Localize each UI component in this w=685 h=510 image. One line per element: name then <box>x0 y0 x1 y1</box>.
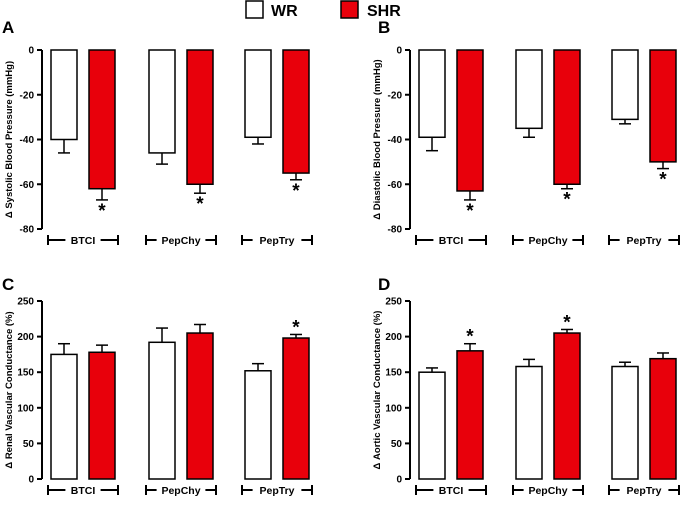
bar-shr-btci <box>456 350 484 480</box>
panel-b-diastolic-chart: Δ Diastolic Blood Pressure (mmHg) 0 -20 -40… <box>372 46 680 247</box>
bar-shr-pepchy <box>186 332 214 480</box>
significance-marker: * <box>292 181 300 202</box>
category-label-peptry: PepTry <box>259 485 294 497</box>
y-tick-label: -80 <box>20 225 35 236</box>
significance-marker: * <box>466 327 474 348</box>
category-label-background <box>252 484 302 496</box>
y-tick-label: 0 <box>28 475 34 486</box>
significance-marker: * <box>563 190 571 211</box>
bar-wr-peptry <box>244 370 272 480</box>
category-label-pepchy: PepChy <box>528 485 567 497</box>
y-tick-label: -40 <box>20 135 35 146</box>
category-label-background <box>619 234 669 246</box>
y-axis-label: Δ Aortic Vascular Conductance (%) <box>372 311 383 470</box>
bar-wr-peptry <box>611 365 639 480</box>
category-label-background <box>523 234 573 246</box>
y-axis-label: Δ Diastolic Blood Pressure (mmHg) <box>372 59 383 219</box>
legend-label-wr: WR <box>271 3 298 20</box>
y-tick-label: 0 <box>28 46 34 57</box>
bar-shr-btci <box>88 351 116 480</box>
bar-wr-btci <box>418 371 446 480</box>
bar-shr-btci <box>456 49 484 192</box>
bar-shr-pepchy <box>553 49 581 185</box>
bar-shr-peptry <box>649 357 677 480</box>
bar-wr-btci <box>418 49 446 139</box>
bar-wr-btci <box>50 353 78 480</box>
y-tick-label: 200 <box>385 332 402 343</box>
panel-d-aortic-chart: Δ Aortic Vascular Conductance (%) 0 50 100 1… <box>372 297 680 497</box>
bar-wr-pepchy <box>148 341 176 480</box>
y-tick-label: 100 <box>385 403 402 414</box>
y-tick-label: 50 <box>391 439 403 450</box>
y-tick-label: 250 <box>385 297 402 308</box>
significance-marker: * <box>292 317 300 338</box>
bar-wr-pepchy <box>515 49 543 130</box>
y-axis-label: Δ Systolic Blood Pressure (mmHg) <box>4 61 15 218</box>
category-label-peptry: PepTry <box>626 235 661 247</box>
significance-marker: * <box>563 312 571 333</box>
category-label-background <box>433 234 469 246</box>
legend-swatch-shr <box>340 0 359 19</box>
y-tick-label: 150 <box>17 368 34 379</box>
bar-wr-pepchy <box>515 365 543 480</box>
legend: WR SHR <box>245 0 401 20</box>
y-tick-label: 200 <box>17 332 34 343</box>
y-axis-label: Δ Renal Vascular Conductance (%) <box>4 311 15 468</box>
panel-letter-c: C <box>2 275 14 294</box>
category-label-background <box>433 484 469 496</box>
category-label-background <box>65 234 101 246</box>
bar-shr-pepchy <box>553 332 581 480</box>
bar-wr-peptry <box>611 49 639 121</box>
y-tick-label: -40 <box>388 135 403 146</box>
bar-wr-btci <box>50 49 78 141</box>
significance-marker: * <box>466 201 474 222</box>
significance-marker: * <box>659 170 667 191</box>
y-tick-label: 150 <box>385 368 402 379</box>
category-label-background <box>523 484 573 496</box>
category-label-peptry: PepTry <box>626 485 661 497</box>
y-tick-label: 250 <box>17 297 34 308</box>
category-label-btci: BTCI <box>71 235 96 247</box>
y-tick-label: -20 <box>20 90 35 101</box>
significance-marker: * <box>98 201 106 222</box>
category-label-pepchy: PepChy <box>161 485 200 497</box>
bar-shr-peptry <box>282 337 310 480</box>
bar-shr-peptry <box>649 49 677 163</box>
significance-marker: * <box>196 194 204 215</box>
category-label-pepchy: PepChy <box>161 235 200 247</box>
category-label-peptry: PepTry <box>259 235 294 247</box>
y-tick-label: -80 <box>388 225 403 236</box>
y-tick-label: -60 <box>20 180 35 191</box>
category-label-btci: BTCI <box>71 485 96 497</box>
legend-label-shr: SHR <box>367 3 401 20</box>
category-label-btci: BTCI <box>439 485 464 497</box>
panel-letter-b: B <box>378 18 390 37</box>
y-tick-label: 0 <box>396 475 402 486</box>
y-tick-label: -20 <box>388 90 403 101</box>
category-label-background <box>65 484 101 496</box>
panel-letter-d: D <box>378 275 390 294</box>
panel-c-renal-chart: Δ Renal Vascular Conductance (%) 0 50 100 15… <box>4 297 313 497</box>
y-tick-label: 0 <box>396 46 402 57</box>
bar-shr-peptry <box>282 49 310 174</box>
bar-shr-btci <box>88 49 116 190</box>
panel-a-systolic-chart: Δ Systolic Blood Pressure (mmHg) 0 -20 -40 -… <box>4 46 313 247</box>
category-label-background <box>252 234 302 246</box>
y-tick-label: -60 <box>388 180 403 191</box>
y-tick-label: 50 <box>23 439 35 450</box>
y-tick-label: 100 <box>17 403 34 414</box>
category-label-background <box>619 484 669 496</box>
panel-letter-a: A <box>2 18 14 37</box>
category-label-background <box>156 484 206 496</box>
bar-wr-peptry <box>244 49 272 139</box>
category-label-background <box>156 234 206 246</box>
bar-wr-pepchy <box>148 49 176 154</box>
category-label-pepchy: PepChy <box>528 235 567 247</box>
category-label-btci: BTCI <box>439 235 464 247</box>
legend-swatch-wr <box>245 0 264 19</box>
bar-shr-pepchy <box>186 49 214 185</box>
